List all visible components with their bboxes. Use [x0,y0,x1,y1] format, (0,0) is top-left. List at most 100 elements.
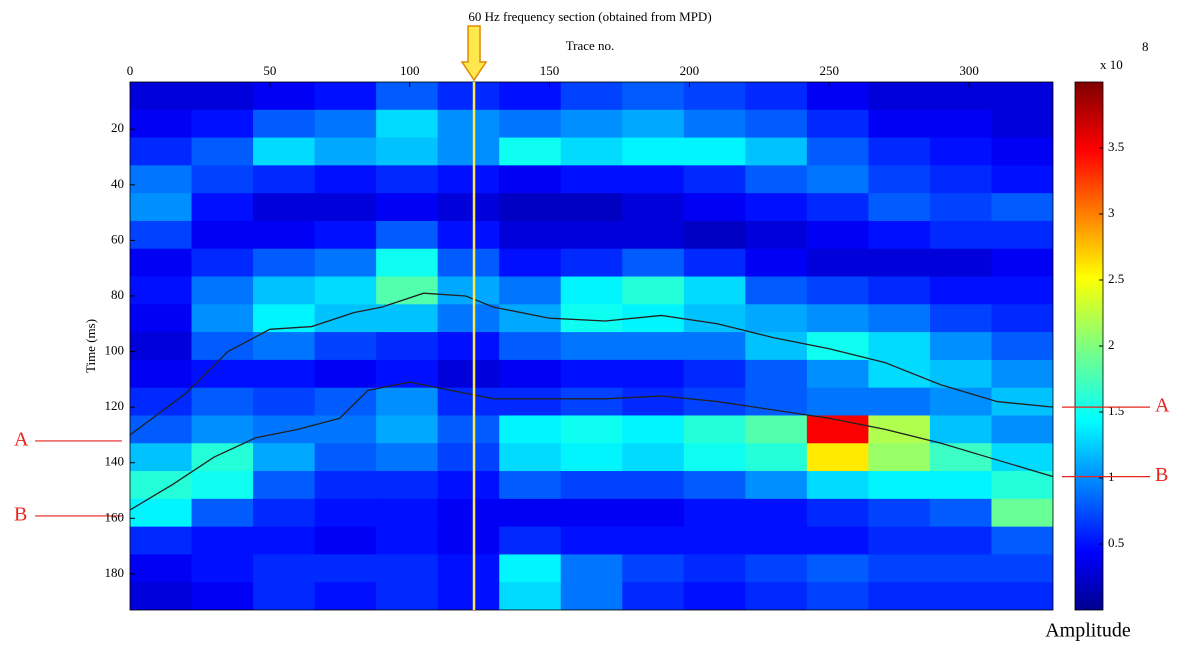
heatmap-cell [622,165,685,194]
heatmap-cell [130,582,193,610]
heatmap-cell [745,498,808,528]
heatmap-cell [745,304,808,333]
heatmap-cell [253,526,316,556]
heatmap-cell [991,220,1053,250]
heatmap-cell [622,248,685,278]
heatmap-cell [314,304,377,333]
heatmap-cell [929,359,993,389]
heatmap-cell [376,304,439,333]
heatmap-cell [560,443,623,472]
heatmap-cell [191,387,254,417]
heatmap-cell [622,498,685,528]
heatmap-cell [560,109,623,139]
x-axis-label: Trace no. [566,38,615,53]
x-tick-label: 300 [959,63,979,78]
heatmap-cell [806,443,869,472]
heatmap-cell [745,165,808,194]
heatmap-cell [499,248,562,278]
heatmap-cell [745,582,808,610]
heatmap-cell [868,193,931,222]
heatmap-cell [376,109,439,139]
heatmap-cell [437,276,500,305]
heatmap-cell [745,220,808,250]
heatmap-cell [376,471,439,500]
heatmap-cell [560,415,623,444]
heatmap-cell [806,359,869,389]
heatmap-cell [683,193,746,222]
heatmap-cell [191,165,254,194]
heatmap-cell [929,332,993,361]
heatmap-cell [560,248,623,278]
heatmap-cell [868,582,931,610]
heatmap-cell [499,193,562,222]
colorbar-tick-label: 0.5 [1108,535,1124,550]
heatmap-cell [253,415,316,444]
heatmap-cell [622,193,685,222]
heatmap-cell [499,498,562,528]
heatmap-cell [683,220,746,250]
heatmap-cell [745,109,808,139]
heatmap-cell [560,137,623,166]
heatmap-cell [130,165,193,194]
heatmap-cell [499,554,562,583]
heatmap-cell [499,220,562,250]
heatmap-cell [376,359,439,389]
heatmap-cell [991,359,1053,389]
heatmap-cell [622,359,685,389]
heatmap-cell [929,387,993,417]
horizon-label: B [14,504,27,526]
heatmap-cell [806,387,869,417]
horizon-label: A [14,429,29,451]
heatmap-cell [622,582,685,610]
x-tick-label: 0 [127,63,134,78]
heatmap-cell [929,137,993,166]
heatmap-cell [376,387,439,417]
heatmap-cell [130,526,193,556]
heatmap-cell [560,220,623,250]
heatmap-cell [622,137,685,166]
heatmap-cell [683,443,746,472]
heatmap-cell [253,443,316,472]
heatmap-cell [868,498,931,528]
colorbar-exponent: 8 [1142,39,1149,54]
heatmap-cell [130,220,193,250]
heatmap-cell [622,443,685,472]
heatmap-cell [560,582,623,610]
heatmap-cell [806,304,869,333]
heatmap-cell [499,471,562,500]
x-tick-label: 250 [819,63,839,78]
heatmap-cell [868,443,931,472]
heatmap-cell [130,276,193,305]
heatmap-cell [376,526,439,556]
heatmap-cell [560,165,623,194]
heatmap-cell [745,276,808,305]
heatmap-cell [499,443,562,472]
heatmap-cell [745,137,808,166]
heatmap-cell [130,498,193,528]
heatmap-cell [929,165,993,194]
heatmap-cell [868,387,931,417]
heatmap-cell [683,276,746,305]
heatmap-cell [622,554,685,583]
heatmap-cell [868,359,931,389]
heatmap-cell [499,109,562,139]
heatmap-cell [745,82,808,111]
heatmap-cell [806,82,869,111]
heatmap-cell [991,526,1053,556]
heatmap-cell [622,387,685,417]
heatmap-cell [991,471,1053,500]
heatmap-cell [622,109,685,139]
heatmap-cell [437,137,500,166]
heatmap-cell [253,554,316,583]
heatmap-cell [929,276,993,305]
heatmap-cell [376,165,439,194]
heatmap-cell [253,498,316,528]
heatmap-cell [191,82,254,111]
heatmap-cell [376,248,439,278]
heatmap-cell [376,276,439,305]
heatmap-cell [314,109,377,139]
colorbar-label: Amplitude [1045,620,1131,642]
heatmap-cell [806,498,869,528]
heatmap-cell [499,387,562,417]
y-tick-label: 100 [105,343,125,358]
